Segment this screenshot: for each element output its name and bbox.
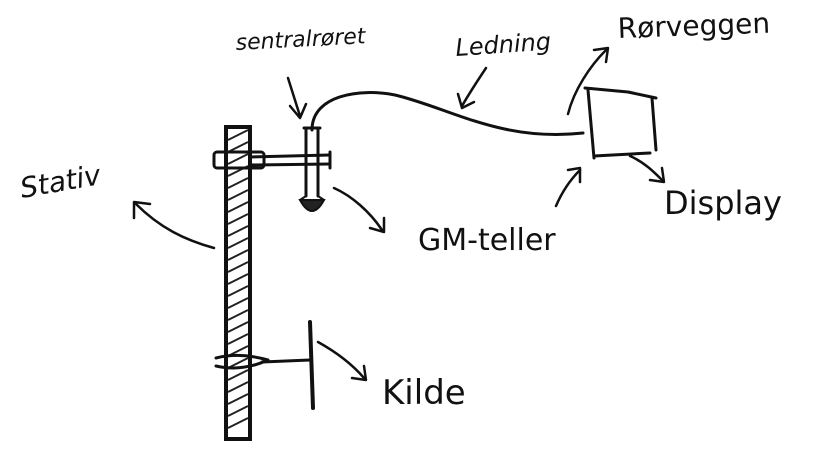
stand-pole — [224, 125, 252, 441]
display-box — [583, 86, 658, 160]
cable — [310, 91, 585, 136]
label-kilde: Kilde — [382, 373, 466, 413]
label-stativ: Stativ — [17, 158, 103, 205]
source-plate — [308, 320, 315, 410]
gm-tube — [298, 126, 326, 212]
arrows — [132, 46, 666, 382]
label-gm-teller: GM-teller — [418, 223, 556, 258]
label-rorveggen: Rørveggen — [617, 7, 770, 45]
label-ledning: Ledning — [454, 27, 551, 62]
lower-clamp — [214, 353, 312, 370]
label-display: Display — [664, 184, 782, 222]
label-sentralroret: sentralrøret — [235, 24, 367, 56]
